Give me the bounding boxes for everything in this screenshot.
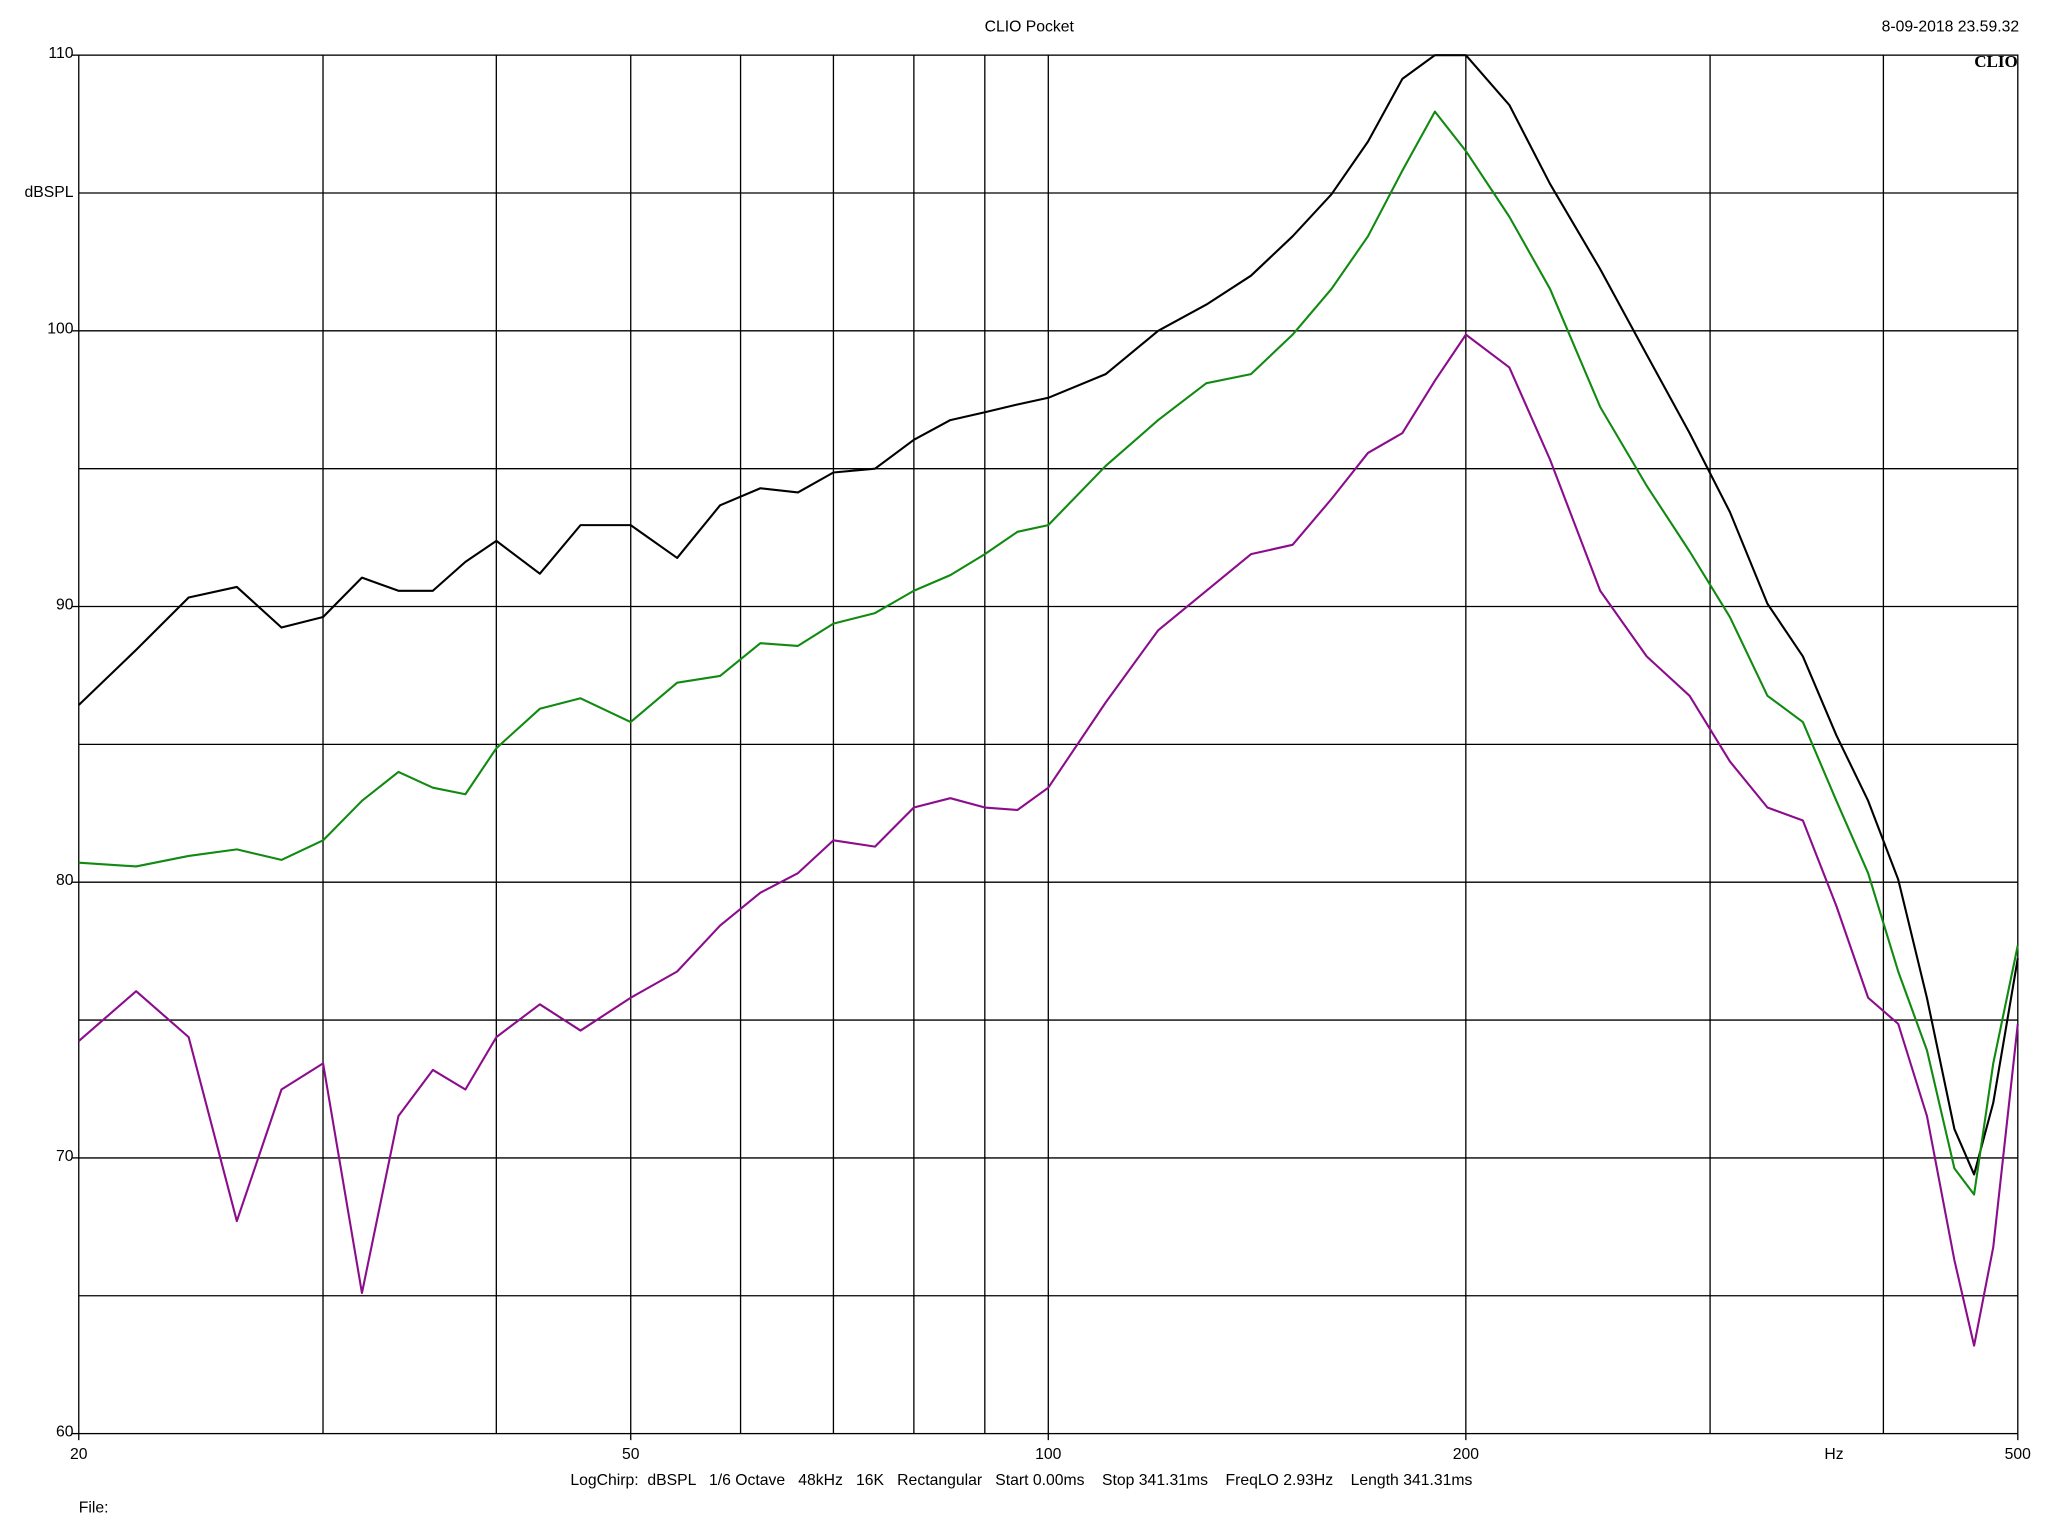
logo: CLIO: [1974, 52, 2018, 71]
series-line: [78, 54, 2019, 1176]
x-tick-label: 100: [1035, 1446, 1062, 1463]
timestamp: 8-09-2018 23.59.32: [1882, 19, 2020, 36]
y-tick-label: 110: [48, 45, 73, 62]
y-tick-label: 90: [56, 596, 74, 613]
y-tick-label: 70: [56, 1148, 74, 1165]
series-line: [78, 333, 2019, 1347]
x-tick-label: 500: [2005, 1446, 2032, 1463]
chart-title: CLIO Pocket: [985, 19, 1075, 36]
x-axis-label: Hz: [1824, 1446, 1843, 1463]
footer: LogChirp: dBSPL 1/6 Octave 48kHz 16K Rec…: [570, 1472, 1472, 1489]
y-axis-label: dBSPL: [24, 184, 73, 201]
x-tick-label: 50: [622, 1446, 640, 1463]
x-tick-label: 20: [70, 1446, 88, 1463]
file-label: File:: [79, 1500, 109, 1517]
y-tick-label: 100: [47, 321, 74, 338]
y-tick-label: 60: [56, 1423, 74, 1440]
y-tick-label: 80: [56, 872, 74, 889]
x-tick-label: 200: [1453, 1446, 1480, 1463]
series-line: [78, 110, 2019, 1196]
